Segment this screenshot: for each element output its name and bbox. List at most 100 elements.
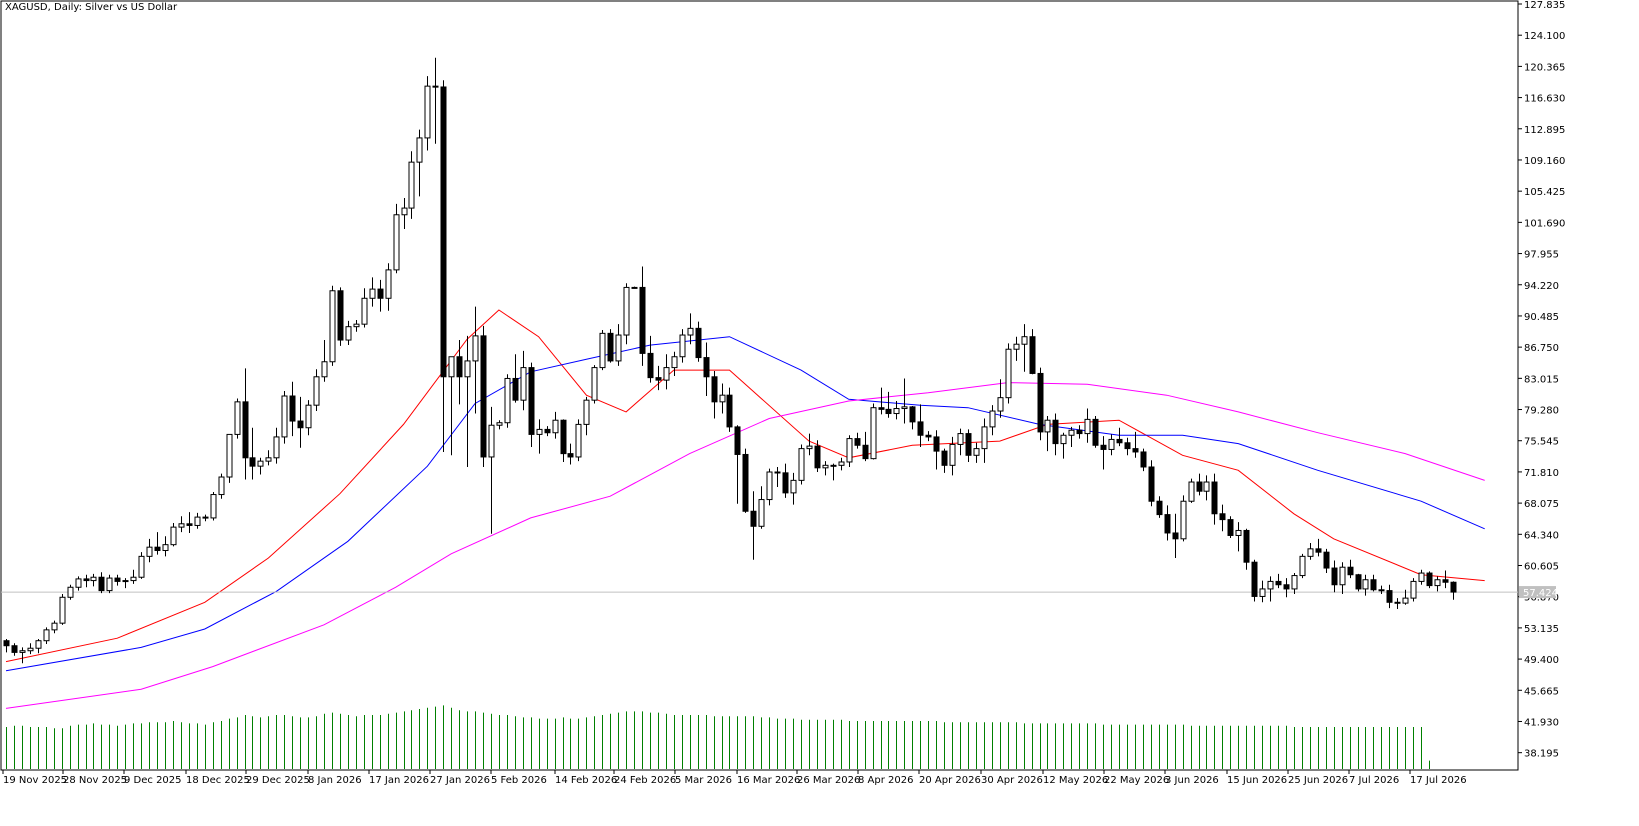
candle	[1450, 581, 1457, 600]
candle	[210, 492, 217, 521]
candle-body-bull	[281, 395, 288, 438]
candle-body-bear	[933, 436, 940, 452]
candle	[909, 406, 916, 430]
candle	[1323, 548, 1330, 574]
candle-body-bull	[257, 460, 264, 467]
candle-body-bull	[1434, 579, 1441, 587]
candle-body-bear	[1450, 581, 1457, 593]
candle-body-bear	[1219, 513, 1226, 521]
candle-body-bear	[249, 457, 256, 467]
candle-body-bear	[742, 453, 749, 512]
candle-body-bull	[806, 445, 813, 450]
candle-body-bear	[512, 377, 519, 401]
x-tick-label: 30 Apr 2026	[981, 775, 1043, 786]
candle-body-bull	[758, 499, 765, 527]
candle-body-bear	[544, 428, 551, 434]
candle	[385, 263, 392, 311]
candle	[1307, 542, 1314, 560]
candle-body-bear	[1355, 574, 1362, 590]
candle-body-bear	[1283, 584, 1290, 590]
candle	[973, 442, 980, 463]
candle-body-bear	[1100, 444, 1107, 450]
candle	[774, 466, 781, 488]
candle-body-bull	[623, 286, 630, 336]
candle	[1235, 522, 1242, 552]
y-tick-label: 53.135	[1524, 624, 1559, 635]
candle-body-bull	[766, 471, 773, 501]
candle	[321, 340, 328, 382]
candle	[1347, 559, 1354, 579]
candle-body-bear	[1386, 590, 1393, 603]
candle	[631, 286, 638, 289]
candle-body-bull	[234, 401, 241, 435]
candle-body-bear	[1331, 567, 1338, 586]
x-tick-label: 24 Feb 2026	[614, 775, 676, 786]
candle	[1227, 516, 1234, 538]
x-tick-label: 3 Jun 2026	[1165, 775, 1219, 786]
candle	[1132, 431, 1139, 458]
candle	[782, 463, 789, 498]
candle	[504, 374, 511, 428]
y-tick-label: 56.870	[1524, 593, 1559, 604]
candle	[1283, 578, 1290, 598]
candle	[170, 522, 177, 547]
candle	[1291, 573, 1298, 594]
candle-body-bear	[1148, 466, 1155, 502]
x-tick-label: 16 Mar 2026	[737, 775, 800, 786]
candle-body-bear	[878, 407, 885, 410]
candle-body-bull	[846, 438, 853, 463]
y-tick-label: 116.630	[1524, 94, 1565, 105]
candle-body-bull	[520, 367, 527, 401]
candle-body-bull	[1235, 529, 1242, 536]
candle-body-bull	[329, 290, 336, 363]
candle-body-bear	[703, 357, 710, 378]
x-tick-label: 5 Mar 2026	[675, 775, 732, 786]
current-price-tag: 57.424	[1519, 586, 1558, 599]
candle-body-bull	[1291, 575, 1298, 590]
candle-body-bull	[1108, 438, 1115, 450]
candle	[663, 354, 670, 390]
candle-body-bull	[997, 397, 1004, 412]
x-tick-label: 8 Jan 2026	[308, 775, 362, 786]
x-tick-label: 5 Feb 2026	[491, 775, 547, 786]
candle-body-bull	[1203, 481, 1210, 492]
y-tick-label: 105.425	[1524, 187, 1565, 198]
candle	[130, 569, 137, 584]
candle	[512, 354, 519, 403]
candle	[218, 473, 225, 499]
candle	[1370, 574, 1377, 592]
candle	[1386, 584, 1393, 609]
y-tick-label: 112.895	[1524, 125, 1565, 136]
candle-body-bear	[377, 288, 384, 299]
candle-body-bull	[1410, 580, 1417, 599]
candle	[1211, 473, 1218, 525]
x-tick-label: 8 Apr 2026	[858, 775, 913, 786]
candle-body-bull	[464, 360, 471, 378]
candle	[989, 405, 996, 436]
candle-body-bull	[59, 596, 66, 624]
candle-body-bear	[909, 406, 916, 423]
candle-body-bull	[90, 576, 97, 582]
price-tag-label: 57.424	[1523, 588, 1558, 599]
candle-body-bull	[552, 419, 559, 434]
candle-body-bear	[1315, 548, 1322, 553]
candle	[313, 369, 320, 412]
candle	[1331, 560, 1338, 593]
candle	[1434, 576, 1441, 592]
candle	[289, 381, 296, 437]
candle	[846, 435, 853, 467]
candle	[59, 593, 66, 625]
candle	[520, 350, 527, 411]
candle	[1188, 478, 1195, 503]
candle	[480, 325, 487, 467]
candle	[393, 203, 400, 274]
candle	[1108, 434, 1115, 456]
candle-body-bull	[671, 356, 678, 369]
candle-body-bull	[1307, 548, 1314, 557]
candle-body-bear	[1251, 561, 1258, 597]
candle	[106, 574, 113, 594]
candle	[234, 398, 241, 439]
y-tick-label: 64.340	[1524, 530, 1559, 541]
candle-body-bull	[1299, 555, 1306, 577]
candle	[1013, 336, 1020, 361]
